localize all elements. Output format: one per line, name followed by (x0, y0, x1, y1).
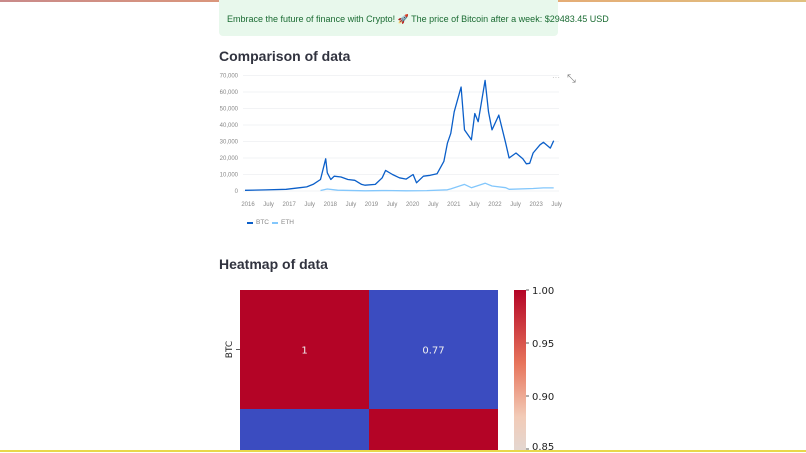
series-line-eth (320, 182, 554, 192)
heatmap-cell (240, 409, 369, 451)
series-line-btc (244, 79, 555, 191)
heatmap-cell (369, 290, 498, 409)
colorbar-tick-label: 0.90 (532, 392, 554, 403)
x-tick-label: July (387, 202, 398, 208)
colorbar (514, 290, 526, 451)
x-tick-label: 2021 (447, 202, 461, 208)
bottom-decoration (0, 450, 806, 452)
btc-swatch (247, 221, 253, 224)
x-tick-label: 2023 (529, 202, 543, 208)
x-tick-label: 2016 (241, 202, 255, 208)
x-tick-label: July (304, 202, 315, 208)
y-tick-label: 70,000 (220, 74, 239, 80)
comparison-title: Comparison of data (219, 48, 351, 64)
alert-text: Embrace the future of finance with Crypt… (227, 14, 609, 24)
line-chart[interactable]: 0 10,000 20,000 30,000 40,000 50,000 60,000 70,… (215, 66, 565, 216)
x-tick-label: July (346, 202, 357, 208)
heatmap: 1 0.77 BTC 1.00 0.95 0.90 0.85 (225, 286, 554, 451)
y-tick-label: 50,000 (220, 107, 239, 113)
row-label: BTC (225, 341, 235, 358)
ellipsis-icon: ··· (552, 73, 560, 82)
y-tick-label: 20,000 (220, 156, 239, 162)
legend-item-btc[interactable]: BTC (247, 219, 269, 226)
x-tick-label: July (510, 202, 521, 208)
x-tick-label: 2019 (365, 202, 379, 208)
x-tick-label: 2018 (324, 202, 338, 208)
colorbar-tick-label: 0.85 (532, 442, 554, 451)
cell-label: 0.77 (422, 346, 444, 357)
success-alert: Embrace the future of finance with Crypt… (219, 0, 609, 36)
y-tick-label: 30,000 (220, 140, 239, 146)
x-tick-label: 2022 (488, 202, 502, 208)
heatmap-cell (369, 409, 498, 451)
heatmap-cell (240, 290, 369, 409)
y-tick-label: 60,000 (220, 90, 239, 96)
heatmap-title: Heatmap of data (219, 256, 328, 272)
cell-label: 1 (301, 346, 307, 357)
x-tick-label: July (428, 202, 439, 208)
y-tick-label: 40,000 (220, 123, 239, 129)
eth-swatch (272, 221, 278, 224)
x-tick-label: July (263, 202, 274, 208)
y-tick-label: 10,000 (220, 173, 239, 179)
x-tick-label: July (469, 202, 480, 208)
colorbar-tick-label: 1.00 (532, 286, 554, 297)
x-tick-label: 2020 (406, 202, 420, 208)
legend-label-eth: ETH (281, 219, 294, 226)
y-tick-label: 0 (235, 189, 239, 195)
x-tick-label: 2017 (282, 202, 296, 208)
legend-label-btc: BTC (256, 219, 269, 226)
colorbar-tick-label: 0.95 (532, 339, 554, 350)
legend-item-eth[interactable]: ETH (272, 219, 294, 226)
x-tick-label: July (551, 202, 562, 208)
fullscreen-icon[interactable]: ⤡ (567, 73, 576, 85)
